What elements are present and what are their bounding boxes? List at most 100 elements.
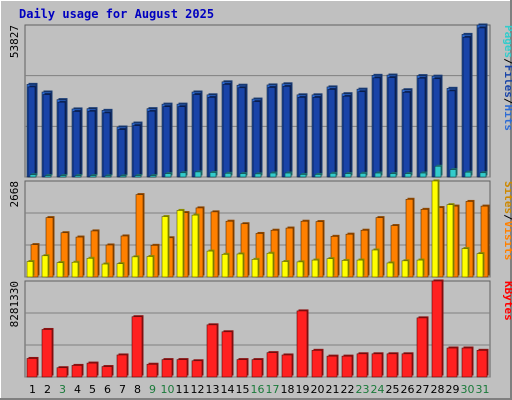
kbytes-bar <box>326 355 338 378</box>
x-tick-label: 12 <box>191 383 205 396</box>
kbytes-bar <box>356 353 368 378</box>
pages-bar <box>224 173 232 178</box>
pages-bar <box>314 174 322 178</box>
x-tick-label: 11 <box>176 383 190 396</box>
files-bar <box>432 78 441 178</box>
files-bar <box>117 129 126 178</box>
legend-entry: Visits <box>502 221 512 261</box>
kbytes-bar <box>401 353 413 378</box>
pages-bar <box>194 171 202 178</box>
x-tick-label: 10 <box>161 383 175 396</box>
sites-bar <box>356 259 364 278</box>
visits-bar <box>285 227 294 278</box>
files-bar <box>477 27 486 178</box>
files-bar <box>132 125 141 178</box>
visits-bar <box>480 205 489 278</box>
files-bar <box>102 112 111 178</box>
x-tick-label: 20 <box>311 383 325 396</box>
files-bar <box>402 91 411 178</box>
kbytes-bar <box>371 353 383 378</box>
pages-bar <box>164 173 172 178</box>
pages-bar <box>464 171 472 178</box>
legend-entry: Pages <box>502 25 512 58</box>
visits-bar <box>345 233 354 278</box>
sites-bar <box>71 261 79 278</box>
files-bar <box>447 90 456 178</box>
x-tick-label: 8 <box>134 383 141 396</box>
pages-bar-shadow <box>121 174 128 176</box>
files-bar <box>252 101 261 178</box>
x-tick-label: 3 <box>59 383 66 396</box>
kbytes-bar <box>266 352 278 378</box>
visits-bar <box>315 221 324 278</box>
pages-bar-shadow <box>31 173 38 176</box>
kbytes-bar <box>296 310 308 378</box>
sites-bar <box>161 216 169 278</box>
files-bar <box>72 111 81 178</box>
panel-3-legend: KBytes <box>502 281 512 321</box>
x-tick-label: 17 <box>266 383 280 396</box>
kbytes-bar <box>206 324 218 378</box>
sites-bar <box>266 252 274 278</box>
x-tick-label: 4 <box>74 383 81 396</box>
visits-bar <box>120 235 129 278</box>
x-tick-label: 2 <box>44 383 51 396</box>
pages-bar <box>479 172 487 178</box>
sites-bar <box>41 255 49 278</box>
files-bar <box>57 101 66 178</box>
legend-entry: Hits <box>502 105 512 132</box>
x-tick-label: 14 <box>221 383 235 396</box>
pages-bar <box>149 175 157 178</box>
kbytes-bar <box>26 358 38 378</box>
pages-bar <box>209 172 217 178</box>
kbytes-bar <box>221 331 233 378</box>
visits-bar <box>465 201 474 278</box>
visits-bar <box>390 225 399 278</box>
pages-bar <box>284 172 292 178</box>
sites-bar <box>101 263 109 278</box>
x-tick-label: 27 <box>416 383 430 396</box>
kbytes-bar <box>176 359 188 378</box>
x-tick-label: 31 <box>476 383 490 396</box>
kbytes-bar <box>251 359 263 378</box>
kbytes-bar <box>476 350 488 378</box>
kbytes-bar <box>236 359 248 378</box>
sites-bar <box>206 250 214 278</box>
pages-bar <box>404 173 412 178</box>
sites-bar <box>416 259 424 278</box>
pages-bar-shadow <box>91 174 98 176</box>
files-bar <box>27 86 36 178</box>
kbytes-bar <box>161 359 173 378</box>
panel-2-legend: Sites/Visits <box>502 181 512 261</box>
sites-bar <box>251 259 259 278</box>
kbytes-bar <box>41 329 53 378</box>
legend-entry: / <box>502 58 512 65</box>
kbytes-bar <box>461 347 473 378</box>
pages-bar <box>29 174 37 178</box>
sites-bar <box>236 253 244 278</box>
pages-bar <box>119 175 127 178</box>
sites-bar <box>446 204 454 278</box>
kbytes-bar <box>191 360 203 378</box>
pages-bar-shadow <box>136 174 143 176</box>
x-tick-label: 25 <box>386 383 400 396</box>
files-bar <box>87 110 96 178</box>
visits-bar <box>75 236 84 278</box>
sites-bar <box>116 263 124 278</box>
x-tick-label: 26 <box>401 383 415 396</box>
x-tick-label: 5 <box>89 383 96 396</box>
files-bar <box>372 77 381 178</box>
panel-2-ymax-label: 2668 <box>8 181 21 208</box>
pages-bar <box>44 175 52 178</box>
sites-bar <box>26 261 34 278</box>
sites-bar <box>311 259 319 278</box>
x-tick-label: 23 <box>356 383 370 396</box>
pages-bar-shadow <box>106 174 113 176</box>
sites-bar <box>401 260 409 278</box>
visits-bar <box>210 211 219 278</box>
kbytes-bar <box>341 355 353 378</box>
sites-bar <box>176 210 184 278</box>
visits-bar <box>360 229 369 278</box>
